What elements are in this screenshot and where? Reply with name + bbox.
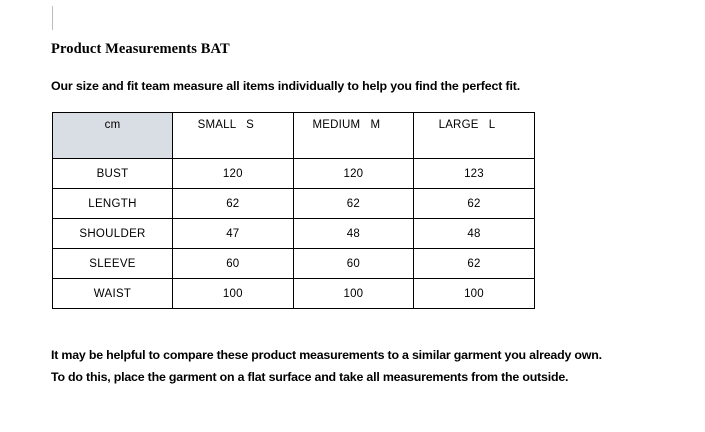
cell-waist-small: 100	[172, 278, 294, 309]
cell-shoulder-small: 47	[172, 218, 294, 249]
cell-waist-medium: 100	[292, 278, 415, 309]
cell-sleeve-large: 62	[413, 248, 535, 279]
cell-waist-large: 100	[413, 278, 535, 309]
table-row: SHOULDER 47 48 48	[52, 218, 535, 249]
size-header-label-large: LARGE L	[438, 119, 496, 131]
cell-bust-medium: 120	[292, 158, 415, 189]
size-header-cell-large: LARGE L	[413, 112, 535, 159]
table-row: WAIST 100 100 100	[52, 278, 535, 309]
cell-length-large: 62	[413, 188, 535, 219]
text-cursor-mark	[52, 6, 53, 30]
footer-line-2: To do this, place the garment on a flat …	[51, 370, 569, 384]
table-body: BUST 120 120 123 LENGTH 62 62 62 SHOULDE…	[52, 158, 535, 309]
cell-bust-small: 120	[172, 158, 294, 189]
row-label-sleeve: SLEEVE	[52, 248, 173, 279]
table-row: LENGTH 62 62 62	[52, 188, 535, 219]
size-header-label-medium: MEDIUM M	[312, 119, 381, 131]
row-label-bust: BUST	[52, 158, 173, 189]
cell-bust-large: 123	[413, 158, 535, 189]
cell-sleeve-medium: 60	[292, 248, 415, 279]
row-label-shoulder: SHOULDER	[52, 218, 173, 249]
footer-paragraph: It may be helpful to compare these produ…	[51, 344, 602, 388]
footer-line-1: It may be helpful to compare these produ…	[51, 348, 602, 362]
cell-shoulder-medium: 48	[292, 218, 415, 249]
table-row: BUST 120 120 123	[52, 158, 535, 189]
intro-paragraph: Our size and fit team measure all items …	[51, 79, 521, 93]
row-label-waist: WAIST	[52, 278, 173, 309]
size-header-cell-medium: MEDIUM M	[292, 112, 415, 159]
cell-length-small: 62	[172, 188, 294, 219]
table-header: cm SMALL S MEDIUM M LARGE L	[52, 112, 535, 159]
size-header-label-small: SMALL S	[197, 119, 254, 131]
measurements-table: cm SMALL S MEDIUM M LARGE L BUST 120 120…	[52, 112, 535, 309]
cell-length-medium: 62	[292, 188, 415, 219]
row-label-length: LENGTH	[52, 188, 173, 219]
page-title: Product Measurements BAT	[51, 41, 230, 57]
cell-shoulder-large: 48	[413, 218, 535, 249]
table-header-row: cm SMALL S MEDIUM M LARGE L	[52, 112, 535, 159]
cell-sleeve-small: 60	[172, 248, 294, 279]
unit-header-label: cm	[104, 119, 121, 131]
unit-header-cell: cm	[52, 112, 173, 159]
table-row: SLEEVE 60 60 62	[52, 248, 535, 279]
size-header-cell-small: SMALL S	[172, 112, 294, 159]
